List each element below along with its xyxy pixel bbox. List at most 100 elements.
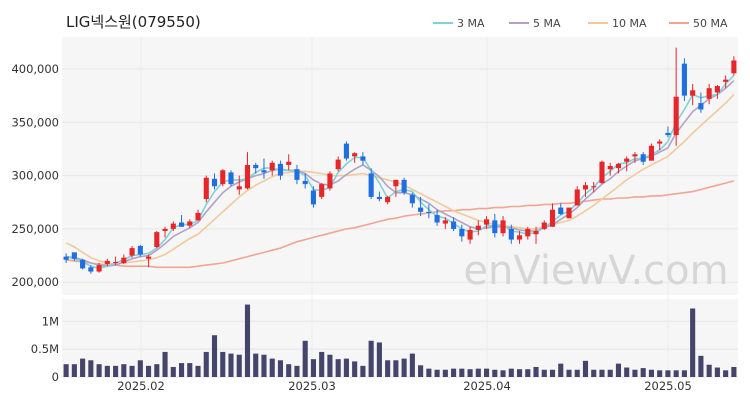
- volume-bar: [80, 358, 86, 377]
- volume-bar: [632, 369, 638, 377]
- ma3-line: [65, 74, 735, 270]
- volume-bar: [244, 304, 251, 377]
- volume-bar: [574, 369, 580, 377]
- volume-bar: [673, 370, 679, 377]
- candle-body: [706, 88, 712, 99]
- volume-bar: [401, 358, 407, 377]
- volume-bar: [434, 369, 440, 377]
- volume-bar: [591, 369, 597, 377]
- candle-body: [549, 209, 556, 227]
- volume-bar: [88, 360, 94, 377]
- candle-body: [484, 219, 490, 225]
- volume-tick-label: 0: [52, 370, 59, 384]
- volume-bar: [426, 368, 432, 377]
- candle-body: [558, 207, 564, 214]
- volume-bar: [731, 366, 737, 377]
- volume-bar: [640, 368, 646, 377]
- candle-body: [360, 156, 366, 161]
- volume-bar: [302, 340, 308, 377]
- price-tick-label: 350,000: [11, 115, 59, 129]
- volume-tick-label: 1M: [42, 314, 59, 328]
- volume-bar: [385, 360, 391, 377]
- candle-body: [228, 172, 234, 185]
- candle-body: [566, 207, 572, 219]
- volume-bar: [508, 368, 514, 377]
- candle-body: [80, 259, 86, 269]
- volume-bar: [475, 368, 481, 377]
- candle-body: [393, 179, 399, 187]
- volume-bar: [327, 354, 333, 377]
- volume-bar: [104, 365, 110, 377]
- candle-body: [451, 221, 457, 229]
- volume-bar: [376, 342, 382, 377]
- date-tick-label: 2025.05: [644, 379, 692, 393]
- volume-bar: [236, 354, 242, 377]
- volume-bar: [211, 335, 218, 377]
- volume-bar: [714, 367, 720, 377]
- volume-bar: [96, 364, 102, 377]
- candle-body: [294, 169, 300, 180]
- volume-bar: [665, 370, 671, 377]
- candle-body: [475, 225, 481, 230]
- candle-body: [352, 153, 358, 157]
- candle-body: [401, 179, 407, 193]
- candle-body: [731, 60, 737, 74]
- volume-bar: [525, 369, 531, 377]
- candle-body: [162, 228, 168, 232]
- volume-bar: [310, 359, 316, 377]
- volume-bar: [657, 370, 663, 377]
- candle-body: [582, 185, 589, 190]
- volume-bar: [442, 369, 448, 377]
- price-tick-label: 400,000: [11, 62, 59, 76]
- candle-body: [690, 90, 696, 96]
- volume-bar: [541, 369, 547, 377]
- volume-bar: [63, 364, 69, 377]
- volume-bar: [294, 365, 300, 377]
- candle-body: [343, 143, 349, 159]
- candle-body: [665, 132, 671, 136]
- volume-bar: [129, 365, 135, 377]
- candle-body: [376, 196, 382, 200]
- volume-bar: [154, 364, 160, 377]
- date-tick-label: 2025.03: [288, 379, 336, 393]
- legend-label: 3 MA: [457, 17, 485, 30]
- volume-bar: [624, 367, 630, 377]
- volume-bar: [319, 351, 325, 377]
- volume-bar: [220, 351, 226, 377]
- candle-body: [129, 248, 135, 256]
- volume-bar: [723, 370, 729, 377]
- candle-body: [648, 145, 654, 161]
- candle-body: [96, 265, 102, 272]
- candle-body: [599, 161, 605, 184]
- candle-body: [203, 177, 209, 200]
- candle-body: [426, 211, 432, 213]
- candle-body: [310, 190, 316, 205]
- candle-body: [500, 220, 506, 234]
- volume-bar: [533, 366, 539, 377]
- volume-bar: [277, 360, 284, 377]
- date-tick-label: 2025.02: [117, 379, 165, 393]
- candle-body: [574, 189, 580, 206]
- moving-average-lines: [65, 74, 735, 270]
- volume-bar: [162, 351, 168, 377]
- volume-bar: [558, 363, 564, 377]
- candle-body: [459, 228, 465, 237]
- volume-bar: [343, 358, 349, 377]
- volume-bar: [409, 353, 415, 377]
- candle-body: [88, 267, 94, 272]
- candle-body: [409, 194, 415, 204]
- legend: 3 MA 5 MA 10 MA 50 MA: [433, 17, 728, 30]
- volume-bar: [484, 368, 490, 377]
- candle-body: [170, 223, 176, 229]
- candle-body: [269, 162, 275, 171]
- volume-bar: [467, 369, 473, 377]
- volume-tick-label: 0.5M: [31, 342, 59, 356]
- price-tick-label: 300,000: [11, 169, 59, 183]
- volume-bar: [690, 308, 696, 377]
- candle-body: [63, 256, 69, 260]
- candle-body: [673, 96, 679, 136]
- candle-body: [261, 170, 267, 173]
- candle-body: [591, 186, 597, 188]
- candle-body: [418, 207, 424, 212]
